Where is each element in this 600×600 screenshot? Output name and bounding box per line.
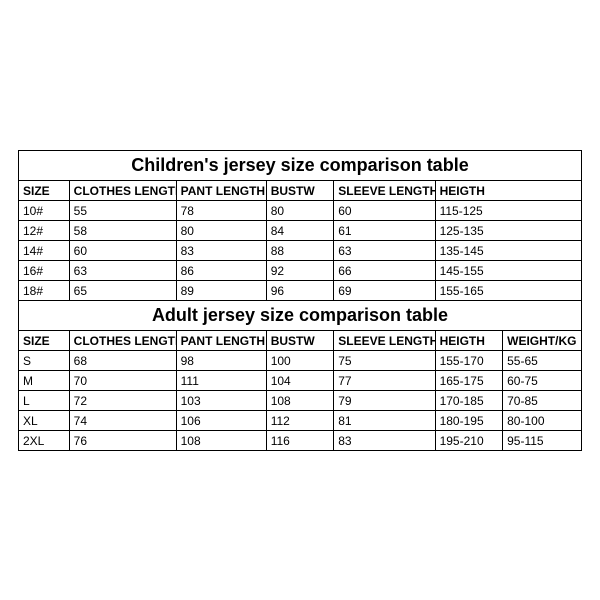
table-cell: 60-75 [503,371,582,391]
section-title: Adult jersey size comparison table [19,301,582,331]
section-title-row: Adult jersey size comparison table [19,301,582,331]
column-header: CLOTHES LENGTH [69,331,176,351]
table-cell: 135-145 [435,241,581,261]
table-cell: 111 [176,371,266,391]
column-header: BUSTW [266,331,334,351]
table-cell: 195-210 [435,431,503,451]
header-row: SIZECLOTHES LENGTHPANT LENGTHBUSTWSLEEVE… [19,331,582,351]
table-row: 12#58808461125-135 [19,221,582,241]
table-cell: 96 [266,281,334,301]
column-header: PANT LENGTH [176,181,266,201]
table-cell: 78 [176,201,266,221]
table-cell: 65 [69,281,176,301]
table-cell: 84 [266,221,334,241]
table-cell: 79 [334,391,435,411]
table-cell: 70 [69,371,176,391]
table-cell: 83 [176,241,266,261]
table-cell: 98 [176,351,266,371]
table-cell: 81 [334,411,435,431]
size-comparison-table: Children's jersey size comparison tableS… [18,150,582,451]
table-row: XL7410611281180-19580-100 [19,411,582,431]
table-cell: L [19,391,70,411]
table-row: 10#55788060115-125 [19,201,582,221]
table-cell: 88 [266,241,334,261]
column-header: WEIGHT/KG [503,331,582,351]
table-cell: 104 [266,371,334,391]
column-header: CLOTHES LENGTH [69,181,176,201]
table-cell: 70-85 [503,391,582,411]
table-cell: 10# [19,201,70,221]
table-cell: 170-185 [435,391,503,411]
table-row: S689810075155-17055-65 [19,351,582,371]
size-chart-page: Children's jersey size comparison tableS… [0,0,600,600]
section-title: Children's jersey size comparison table [19,151,582,181]
table-cell: 69 [334,281,435,301]
column-header: SLEEVE LENGTH [334,181,435,201]
table-cell: 2XL [19,431,70,451]
table-cell: M [19,371,70,391]
table-cell: 74 [69,411,176,431]
table-cell: 83 [334,431,435,451]
table-cell: 108 [266,391,334,411]
table-cell: 55-65 [503,351,582,371]
column-header: SLEEVE LENGTH [334,331,435,351]
table-cell: 125-135 [435,221,581,241]
column-header: PANT LENGTH [176,331,266,351]
column-header: HEIGTH [435,331,503,351]
table-cell: 80-100 [503,411,582,431]
table-cell: 63 [69,261,176,281]
table-row: 18#65899669155-165 [19,281,582,301]
table-cell: 155-170 [435,351,503,371]
table-cell: 12# [19,221,70,241]
column-header: BUSTW [266,181,334,201]
column-header: HEIGTH [435,181,581,201]
column-header: SIZE [19,181,70,201]
table-cell: 80 [176,221,266,241]
table-cell: 112 [266,411,334,431]
table-cell: S [19,351,70,371]
header-row: SIZECLOTHES LENGTHPANT LENGTHBUSTWSLEEVE… [19,181,582,201]
table-cell: 58 [69,221,176,241]
table-cell: 76 [69,431,176,451]
section-title-row: Children's jersey size comparison table [19,151,582,181]
table-cell: 66 [334,261,435,281]
table-cell: 60 [334,201,435,221]
table-cell: 14# [19,241,70,261]
table-row: M7011110477165-17560-75 [19,371,582,391]
table-cell: 145-155 [435,261,581,281]
table-cell: 103 [176,391,266,411]
table-cell: 55 [69,201,176,221]
table-row: L7210310879170-18570-85 [19,391,582,411]
table-cell: 60 [69,241,176,261]
table-cell: 18# [19,281,70,301]
table-cell: 77 [334,371,435,391]
table-cell: 95-115 [503,431,582,451]
table-cell: 63 [334,241,435,261]
table-cell: 72 [69,391,176,411]
table-row: 2XL7610811683195-21095-115 [19,431,582,451]
table-cell: 165-175 [435,371,503,391]
table-row: 14#60838863135-145 [19,241,582,261]
table-cell: 86 [176,261,266,281]
table-cell: 106 [176,411,266,431]
table-cell: 180-195 [435,411,503,431]
table-row: 16#63869266145-155 [19,261,582,281]
table-cell: 100 [266,351,334,371]
table-cell: 115-125 [435,201,581,221]
table-cell: 108 [176,431,266,451]
table-cell: 68 [69,351,176,371]
table-cell: 61 [334,221,435,241]
table-cell: 16# [19,261,70,281]
table-cell: 80 [266,201,334,221]
table-cell: XL [19,411,70,431]
column-header: SIZE [19,331,70,351]
table-cell: 116 [266,431,334,451]
table-cell: 75 [334,351,435,371]
table-cell: 89 [176,281,266,301]
table-cell: 92 [266,261,334,281]
table-cell: 155-165 [435,281,581,301]
